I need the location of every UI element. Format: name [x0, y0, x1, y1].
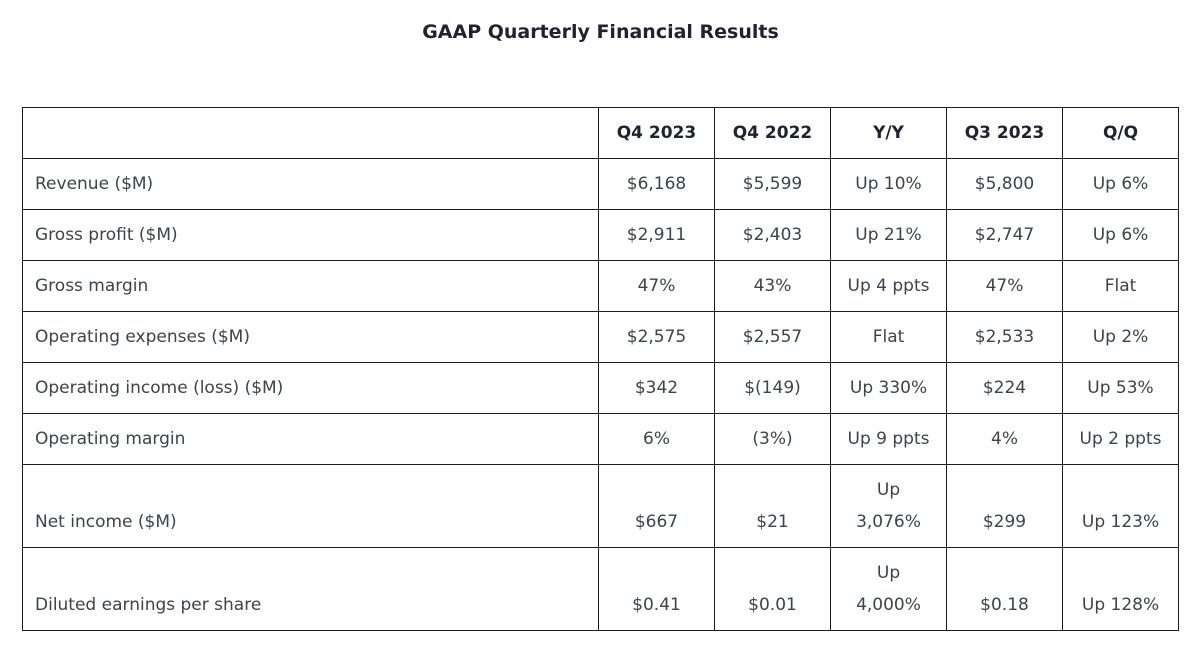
row-label: Gross margin — [22, 260, 599, 312]
row-label: Operating margin — [22, 413, 599, 465]
value-cell: $0.01 — [714, 547, 831, 631]
column-header: Q3 2023 — [946, 107, 1063, 159]
row-label: Gross profit ($M) — [22, 209, 599, 261]
value-cell: $224 — [946, 362, 1063, 414]
value-cell: Up 21% — [830, 209, 947, 261]
value-cell: $2,403 — [714, 209, 831, 261]
row-label: Diluted earnings per share — [22, 547, 599, 631]
value-cell: Up 6% — [1062, 209, 1179, 261]
value-cell: $0.41 — [598, 547, 715, 631]
value-cell: $2,557 — [714, 311, 831, 363]
financial-results-table: Q4 2023 Q4 2022 Y/Y Q3 2023 Q/Q Revenue ($M)… — [22, 107, 1179, 631]
value-cell: 43% — [714, 260, 831, 312]
column-header: Q4 2023 — [598, 107, 715, 159]
page-title: GAAP Quarterly Financial Results — [422, 21, 779, 43]
value-cell: Up 4,000% — [830, 547, 947, 631]
value-cell: Up 53% — [1062, 362, 1179, 414]
value-cell: $6,168 — [598, 158, 715, 210]
corner-header-cell — [22, 107, 599, 159]
value-cell: $2,911 — [598, 209, 715, 261]
table-row: Net income ($M) $667 $21 Up 3,076% $299 Up 12… — [22, 464, 1179, 548]
table-row: Operating expenses ($M) $2,575 $2,557 Flat $… — [22, 311, 1179, 363]
value-cell: Flat — [1062, 260, 1179, 312]
table-body: Revenue ($M) $6,168 $5,599 Up 10% $5,800 Up 6… — [22, 158, 1179, 631]
value-cell: $21 — [714, 464, 831, 548]
value-cell: $667 — [598, 464, 715, 548]
value-cell: 6% — [598, 413, 715, 465]
value-cell: $2,747 — [946, 209, 1063, 261]
value-cell: Up 4 ppts — [830, 260, 947, 312]
value-cell: Up 2 ppts — [1062, 413, 1179, 465]
value-cell: (3%) — [714, 413, 831, 465]
value-cell: Up 9 ppts — [830, 413, 947, 465]
row-label: Operating expenses ($M) — [22, 311, 599, 363]
column-header: Y/Y — [830, 107, 947, 159]
row-label: Net income ($M) — [22, 464, 599, 548]
value-cell: $2,533 — [946, 311, 1063, 363]
table-row: Diluted earnings per share $0.41 $0.01 Up 4… — [22, 547, 1179, 631]
value-cell: Up 123% — [1062, 464, 1179, 548]
value-cell: Flat — [830, 311, 947, 363]
table-row: Gross margin 47% 43% Up 4 ppts 47% Flat — [22, 260, 1179, 312]
table-row: Revenue ($M) $6,168 $5,599 Up 10% $5,800 Up 6… — [22, 158, 1179, 210]
value-cell: Up 2% — [1062, 311, 1179, 363]
table-row: Operating income (loss) ($M) $342 $(149) Up… — [22, 362, 1179, 414]
value-cell: Up 128% — [1062, 547, 1179, 631]
value-cell: $5,800 — [946, 158, 1063, 210]
value-cell: $299 — [946, 464, 1063, 548]
column-header: Q4 2022 — [714, 107, 831, 159]
value-cell: 47% — [598, 260, 715, 312]
row-label: Revenue ($M) — [22, 158, 599, 210]
value-cell: $0.18 — [946, 547, 1063, 631]
value-cell: Up 6% — [1062, 158, 1179, 210]
value-cell: Up 10% — [830, 158, 947, 210]
value-cell: 47% — [946, 260, 1063, 312]
value-cell: Up 3,076% — [830, 464, 947, 548]
value-cell: Up 330% — [830, 362, 947, 414]
value-cell: $5,599 — [714, 158, 831, 210]
value-cell: 4% — [946, 413, 1063, 465]
value-cell: $342 — [598, 362, 715, 414]
value-cell: $(149) — [714, 362, 831, 414]
row-label: Operating income (loss) ($M) — [22, 362, 599, 414]
table-header-row: Q4 2023 Q4 2022 Y/Y Q3 2023 Q/Q — [22, 107, 1179, 159]
value-cell: $2,575 — [598, 311, 715, 363]
table-row: Operating margin 6% (3%) Up 9 ppts 4% Up 2 pp… — [22, 413, 1179, 465]
column-header: Q/Q — [1062, 107, 1179, 159]
table-row: Gross profit ($M) $2,911 $2,403 Up 21% $2,74… — [22, 209, 1179, 261]
